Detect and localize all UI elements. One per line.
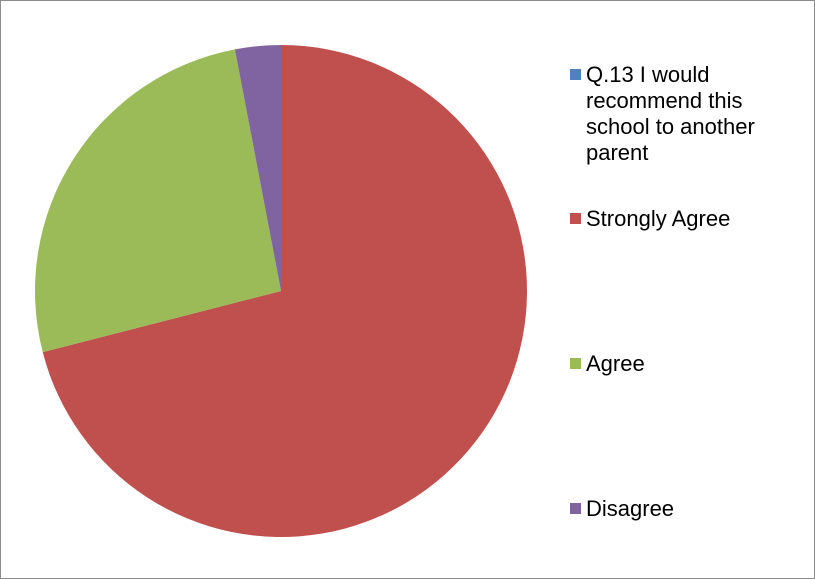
legend-item-strongly-agree: Strongly Agree xyxy=(570,206,805,232)
pie-slice-agree xyxy=(35,49,281,353)
legend-swatch-strongly-agree xyxy=(570,213,581,224)
legend-item-agree: Agree xyxy=(570,351,805,377)
legend-label-disagree: Disagree xyxy=(586,496,675,521)
pie-slice-strongly-agree xyxy=(42,45,528,537)
legend-label-agree: Agree xyxy=(586,351,645,376)
legend-swatch-agree xyxy=(570,358,581,369)
pie-slice-disagree xyxy=(234,45,281,291)
legend-label-strongly-agree: Strongly Agree xyxy=(586,206,731,231)
legend-item-disagree: Disagree xyxy=(570,496,805,522)
legend-label-q13: Q.13 I would recommend this school to an… xyxy=(586,62,755,165)
legend-swatch-disagree xyxy=(570,503,581,514)
legend-item-q13: Q.13 I would recommend this school to an… xyxy=(570,62,805,166)
legend-swatch-q13 xyxy=(570,69,581,80)
